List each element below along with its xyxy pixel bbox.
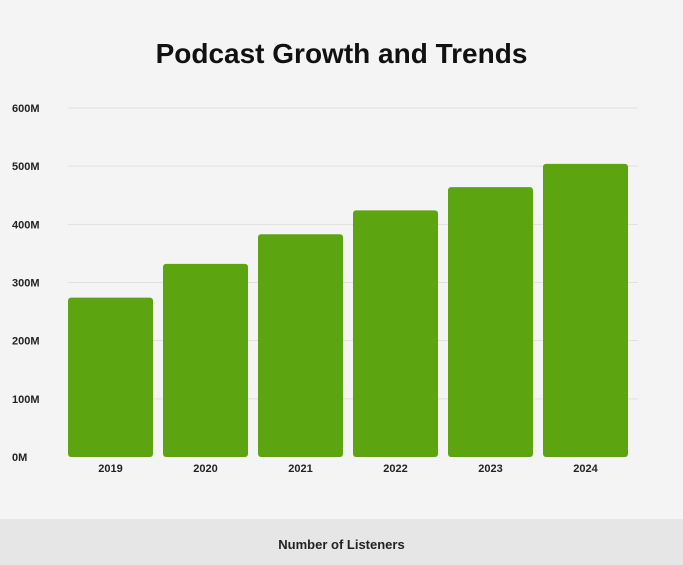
chart-title: Podcast Growth and Trends: [155, 38, 528, 69]
x-axis-ticks: 2019 2020 2021 2022 2023 2024: [98, 463, 598, 475]
bar-2020: [163, 263, 248, 457]
bar-2019: [68, 297, 153, 457]
x-tick-label: 2023: [478, 463, 502, 475]
bar-2024: [543, 163, 628, 457]
x-tick-label: 2021: [288, 463, 312, 475]
x-tick-label: 2020: [193, 463, 217, 475]
y-tick-label: 100M: [12, 394, 40, 406]
footer-band: [0, 519, 683, 565]
y-tick-label: 400M: [12, 219, 40, 231]
x-axis-label: Number of Listeners: [278, 537, 405, 552]
bar-2023: [448, 187, 533, 457]
x-tick-label: 2024: [573, 463, 598, 475]
y-tick-label: 300M: [12, 278, 40, 290]
y-tick-label: 600M: [12, 103, 40, 115]
bar-2021: [258, 234, 343, 457]
x-tick-label: 2019: [98, 463, 122, 475]
y-tick-label: 0M: [12, 452, 27, 464]
x-tick-label: 2022: [383, 463, 407, 475]
y-tick-label: 200M: [12, 336, 40, 348]
bar-2022: [353, 210, 438, 457]
bars: [68, 163, 628, 457]
y-tick-label: 500M: [12, 161, 40, 173]
y-axis-ticks: 0M 100M 200M 300M 400M 500M 600M: [12, 103, 40, 464]
